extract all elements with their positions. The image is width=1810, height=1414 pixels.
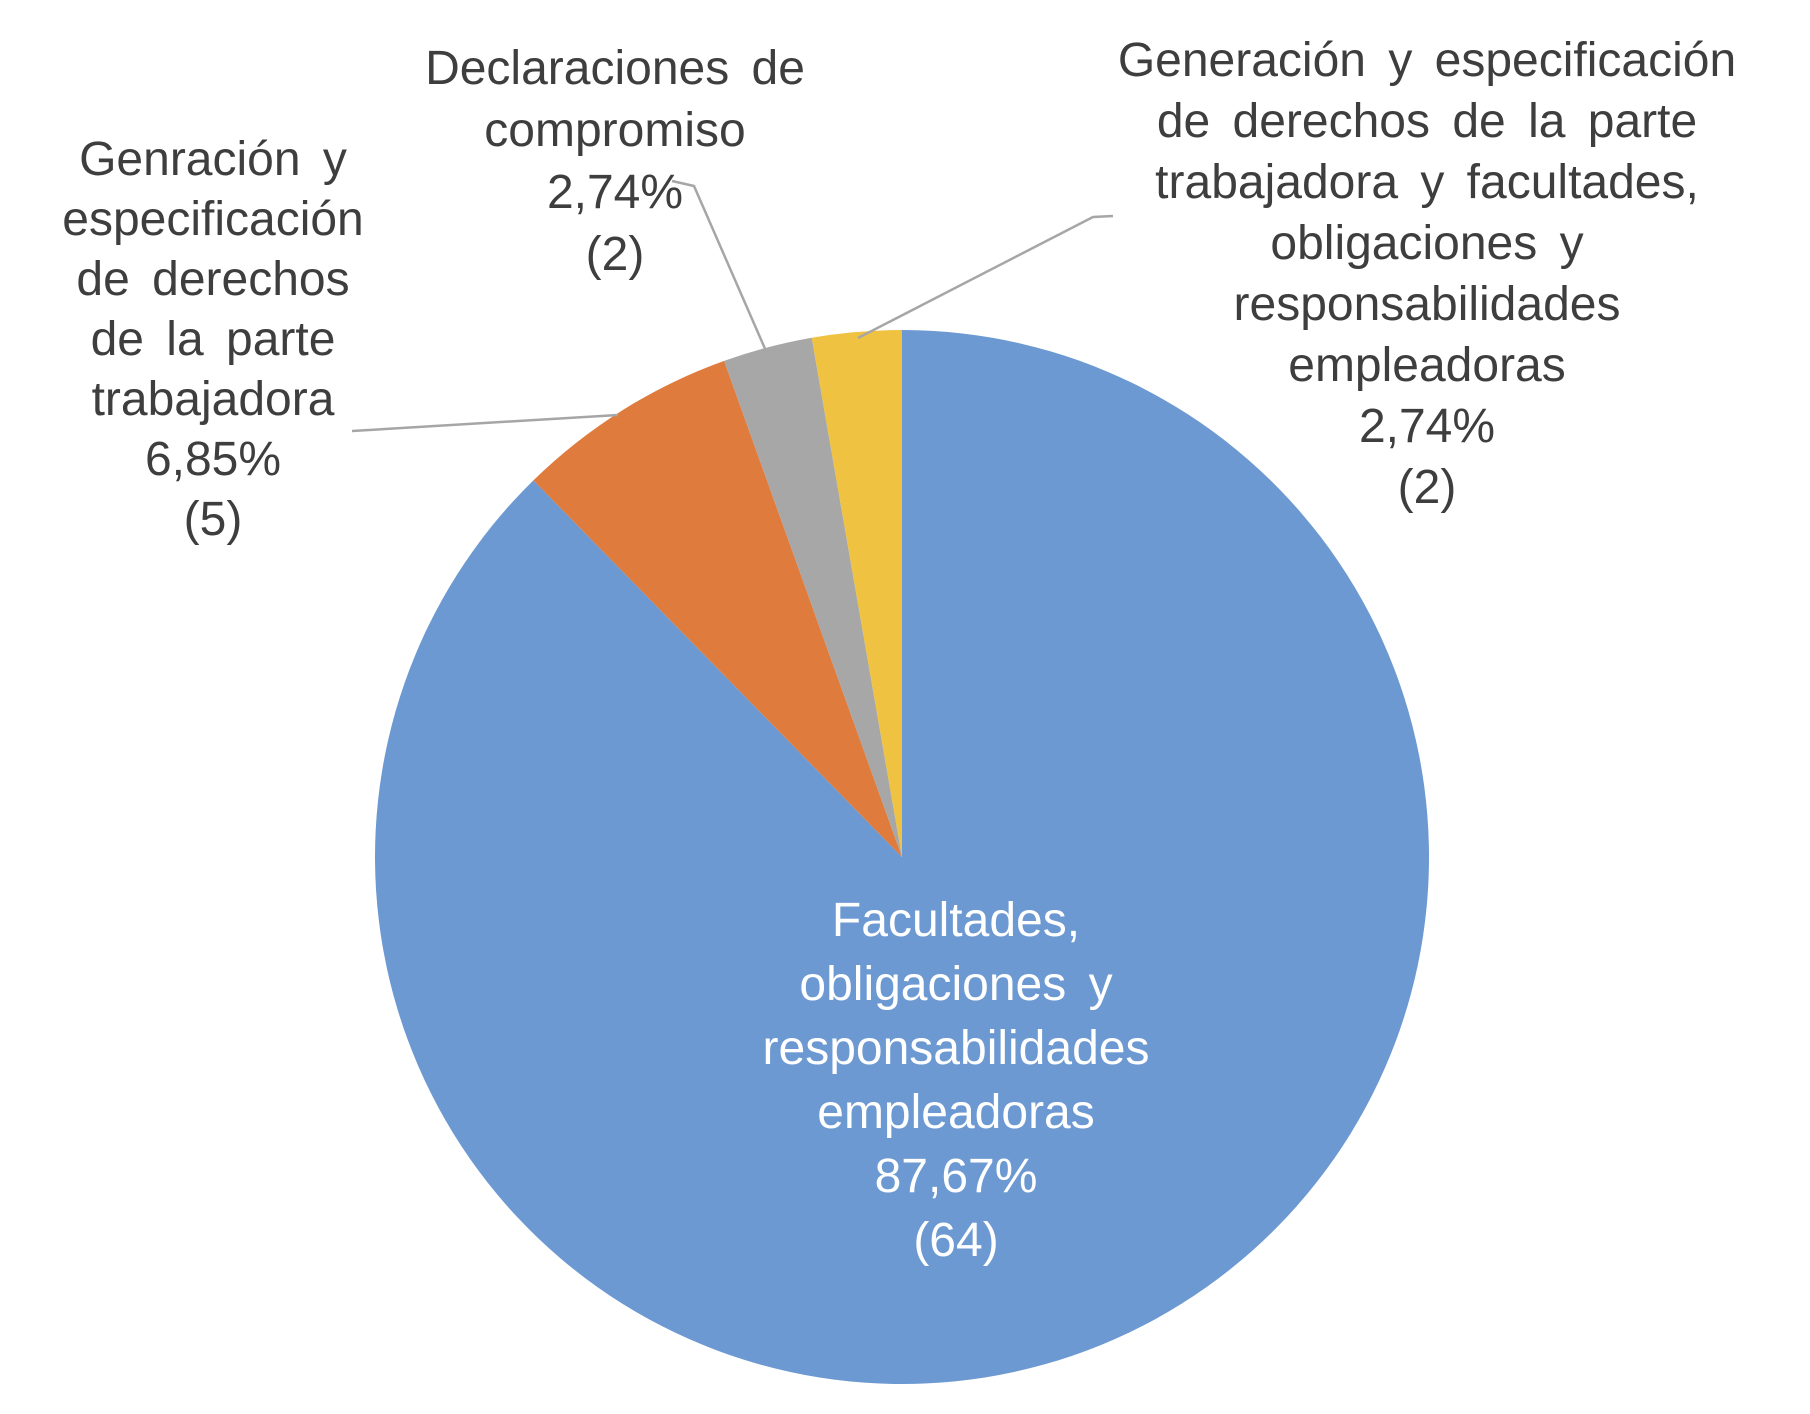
slice-label-facultades-empleadoras: Facultades, obligaciones y responsabilid… [706,889,1206,1273]
callout-line: Genración y [79,133,347,186]
pie-slice-0 [375,329,1430,1384]
callout-count: (2) [585,228,645,281]
callout-line: de la parte [90,313,336,366]
slice-label-line: responsabilidades [762,1022,1150,1075]
callout-line: obligaciones y [1270,217,1584,270]
pie-slices [375,329,1430,1384]
slice-label-line: obligaciones y [799,958,1113,1011]
leader-line-compromiso [671,179,768,352]
callout-count: (5) [183,493,243,546]
callout-line: trabajadora [91,373,335,426]
callout-line: especificación [62,193,364,246]
callout-line: compromiso [484,104,746,157]
pie-slice-3 [811,330,902,857]
leader-line-generacion-facultades [857,214,1114,340]
callout-line: Generación y especificación [1117,34,1737,87]
callout-generacion-facultades: Generación y especificación de derechos … [1077,30,1777,518]
callout-percent: 2,74% [546,166,684,219]
callout-declaraciones-compromiso: Declaraciones de compromiso 2,74% (2) [385,38,845,286]
callout-line: de derechos [76,253,350,306]
slice-label-count: (64) [913,1214,999,1267]
leader-line-trabajadora [351,413,619,433]
slice-label-percent: 87,67% [874,1150,1038,1203]
pie-slice-1 [533,360,902,857]
leader-lines [351,179,1114,433]
callout-count: (2) [1397,461,1457,514]
callout-percent: 2,74% [1358,400,1496,453]
callout-line: responsabilidades [1233,278,1621,331]
pie-slice-2 [724,337,902,857]
callout-line: empleadoras [1288,339,1566,392]
slice-label-line: Facultades, [831,894,1081,947]
callout-percent: 6,85% [144,433,282,486]
callout-generacion-trabajadora: Genración y especificación de derechos d… [0,130,426,550]
callout-line: Declaraciones de [425,42,805,95]
callout-line: trabajadora y facultades, [1155,156,1699,209]
slice-label-line: empleadoras [817,1086,1095,1139]
callout-line: de derechos de la parte [1156,95,1698,148]
